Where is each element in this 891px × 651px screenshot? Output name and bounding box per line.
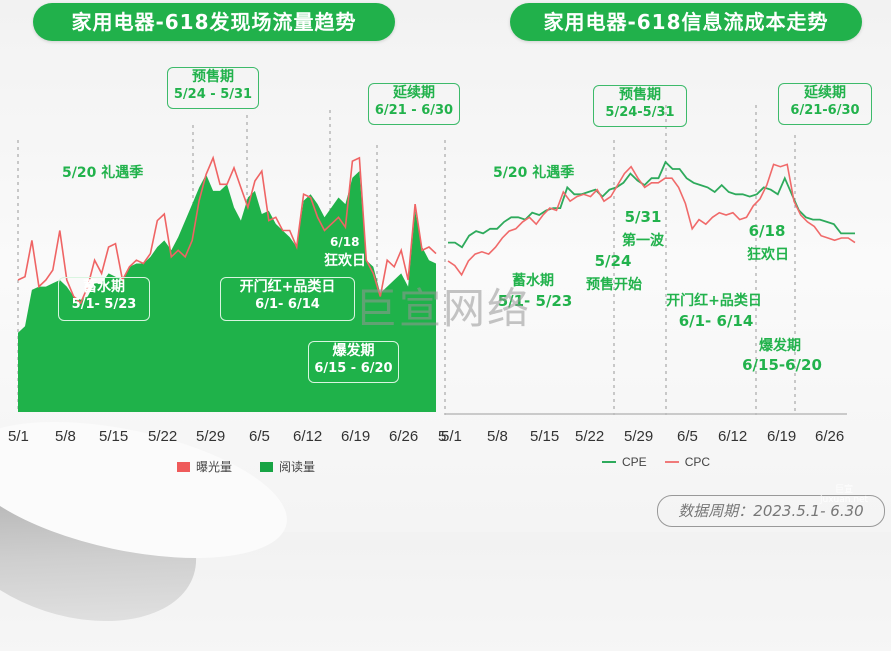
- left-x-tick: 5/1: [8, 428, 29, 445]
- cpe-swatch: [602, 461, 616, 463]
- callout-range: 6/21-6/30: [790, 103, 860, 118]
- left-x-tick: 5/22: [148, 428, 178, 445]
- right-festival-date-label: 6/18: [748, 222, 786, 240]
- continue-callout: 延续期 6/21 - 6/30: [368, 83, 460, 125]
- callout-range: 5/24-5/31: [605, 105, 675, 120]
- accumulate-callout: 蓄水期 5/1- 5/23: [58, 277, 150, 321]
- watermark-small: 巨宣 juxuan.net: [820, 485, 869, 505]
- right-x-tick: 5/1: [441, 428, 462, 445]
- callout-title: 开门红+品类日: [239, 279, 336, 295]
- right-chart-title: 家用电器-618信息流成本走势: [510, 3, 862, 41]
- right-burst-title: 爆发期: [759, 338, 801, 354]
- festival-name-label: 狂欢日: [324, 253, 366, 269]
- right-x-tick: 6/12: [718, 428, 748, 445]
- right-gift-season-label: 5/20 礼遇季: [493, 165, 575, 181]
- left-x-tick: 6/19: [341, 428, 371, 445]
- callout-title: 预售期: [192, 69, 234, 85]
- right-accumulate-range: 5/1- 5/23: [497, 292, 573, 310]
- charts-canvas: [17, 105, 856, 415]
- left-chart-title: 家用电器-618发现场流量趋势: [33, 3, 395, 41]
- right-opening-range: 6/1- 6/14: [678, 312, 754, 330]
- callout-range: 5/1- 5/23: [71, 297, 137, 312]
- cpe-legend-label: CPE: [622, 455, 647, 469]
- left-x-tick: 6/5: [249, 428, 270, 445]
- wave-date-label: 5/31: [624, 208, 662, 226]
- opening-callout: 开门红+品类日 6/1- 6/14: [220, 277, 355, 321]
- cpc-legend-label: CPC: [684, 455, 711, 469]
- right-presale-callout: 预售期 5/24-5/31: [593, 85, 687, 127]
- right-phase-dividers: [444, 105, 796, 415]
- read-volume-area: [18, 171, 436, 412]
- festival-date-label: 6/18: [330, 235, 360, 249]
- read-swatch: [260, 461, 274, 472]
- left-x-tick: 6/12: [293, 428, 323, 445]
- left-legend: 曝光量 阅读量: [177, 458, 315, 475]
- callout-range: 5/24 - 5/31: [173, 87, 253, 102]
- right-continue-callout: 延续期 6/21-6/30: [778, 83, 872, 125]
- exposure-legend-label: 曝光量: [196, 460, 233, 474]
- right-x-tick: 5/8: [487, 428, 508, 445]
- left-x-tick: 6/26: [389, 428, 419, 445]
- left-x-tick: 5: [438, 428, 447, 445]
- callout-title: 爆发期: [332, 343, 375, 359]
- right-legend: CPE CPC: [602, 455, 710, 469]
- right-x-tick: 5/29: [624, 428, 654, 445]
- read-legend-label: 阅读量: [279, 460, 316, 474]
- wave-name-label: 第一波: [622, 233, 664, 249]
- watermark: 巨宣网络: [355, 284, 532, 333]
- right-festival-name-label: 狂欢日: [747, 247, 789, 263]
- callout-range: 6/1- 6/14: [255, 297, 320, 312]
- presale-name-label: 预售开始: [586, 277, 642, 293]
- left-x-tick: 5/29: [196, 428, 226, 445]
- gift-season-label: 5/20 礼遇季: [62, 165, 144, 181]
- right-opening-title: 开门红+品类日: [666, 293, 762, 309]
- presale-date-label: 5/24: [594, 252, 632, 270]
- callout-title: 延续期: [393, 85, 435, 101]
- right-x-tick: 5/22: [575, 428, 605, 445]
- left-x-tick: 5/15: [99, 428, 129, 445]
- exposure-line: [17, 155, 437, 305]
- burst-callout: 爆发期 6/15 - 6/20: [308, 341, 399, 383]
- exposure-swatch: [177, 461, 190, 472]
- callout-range: 6/21 - 6/30: [374, 103, 454, 118]
- right-x-tick: 6/5: [677, 428, 698, 445]
- data-period-badge: 数据周期：2023.5.1- 6.30: [657, 495, 885, 527]
- cpc-line: [447, 163, 856, 277]
- right-x-tick: 6/19: [767, 428, 797, 445]
- right-accumulate-title: 蓄水期: [512, 273, 554, 289]
- right-burst-range: 6/15-6/20: [742, 356, 822, 374]
- callout-title: 预售期: [619, 87, 661, 103]
- cpe-line: [448, 160, 855, 249]
- cpc-swatch: [664, 461, 679, 463]
- left-x-tick: 5/8: [55, 428, 76, 445]
- right-x-tick: 5/15: [530, 428, 560, 445]
- presale-callout: 预售期 5/24 - 5/31: [167, 67, 259, 109]
- callout-title: 蓄水期: [83, 279, 125, 295]
- callout-range: 6/15 - 6/20: [314, 361, 393, 376]
- callout-title: 延续期: [804, 85, 846, 101]
- right-x-tick: 6/26: [815, 428, 845, 445]
